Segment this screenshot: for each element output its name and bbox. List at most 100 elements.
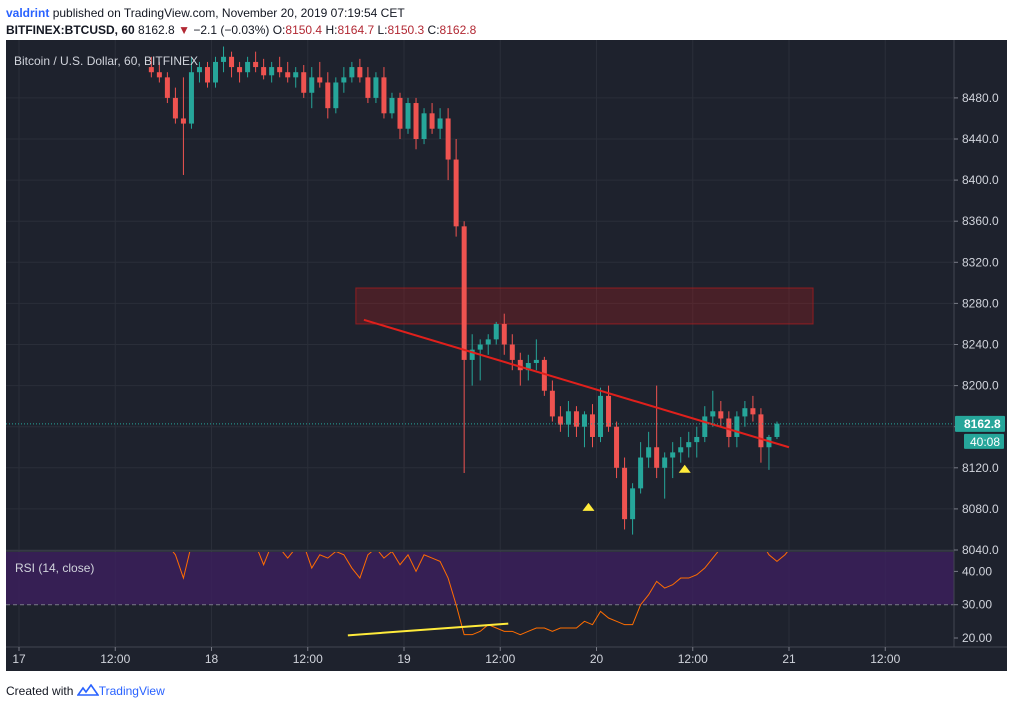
candle-body: [389, 97, 395, 114]
candle-up: [710, 390, 716, 427]
candle-body: [453, 159, 459, 227]
countdown-tag: 40:08: [964, 433, 1004, 449]
bullish-arrow-icon: [582, 502, 595, 511]
time-tick-label: 12:00: [870, 652, 900, 666]
candle-down: [301, 65, 307, 98]
symbol-name: BITFINEX:BTCUSD, 60: [6, 23, 135, 37]
candle-body: [349, 67, 355, 78]
candle-body: [397, 97, 403, 129]
candle-up: [437, 108, 443, 139]
candle-body: [606, 395, 612, 427]
low-value: 8150.3: [387, 23, 425, 37]
candle-down: [622, 457, 628, 530]
candle-body: [172, 97, 178, 119]
candle-body: [533, 359, 539, 363]
candle-up: [670, 442, 676, 479]
down-triangle-icon: ▼: [178, 23, 190, 37]
candle-down: [750, 395, 756, 422]
candle-body: [188, 72, 194, 124]
candle-down: [573, 406, 579, 437]
tradingview-link[interactable]: TradingView: [98, 684, 165, 698]
author-link[interactable]: valdrint: [6, 6, 50, 20]
candle-body: [726, 418, 732, 437]
candle-down: [541, 356, 547, 396]
candle-down: [261, 58, 267, 80]
candle-up: [373, 72, 379, 104]
candle-up: [269, 61, 275, 83]
candle-up: [630, 483, 636, 535]
candle-body: [718, 411, 724, 419]
candle-body: [469, 349, 475, 360]
candle-body: [309, 77, 315, 93]
candle-down: [614, 421, 620, 479]
candle-down: [365, 67, 371, 104]
countdown-box: [964, 433, 1004, 449]
candle-body: [638, 457, 644, 489]
price-tick-label: 8120.0: [962, 461, 999, 475]
candle-body: [301, 72, 307, 93]
candle-body: [694, 436, 700, 443]
candle-down: [453, 139, 459, 237]
candle-body: [156, 72, 162, 78]
candle-body: [229, 56, 235, 68]
time-axis: [6, 647, 1007, 671]
candle-body: [221, 56, 227, 62]
price-tick-label: 8040.0: [962, 543, 999, 557]
candle-up: [533, 339, 539, 371]
candle-body: [614, 426, 620, 468]
candle-body: [573, 411, 579, 427]
candle-down: [325, 72, 331, 119]
chart-title: Bitcoin / U.S. Dollar, 60, BITFINEX: [14, 54, 198, 68]
candle-body: [277, 67, 283, 73]
candle-down: [237, 61, 243, 83]
candle-down: [718, 401, 724, 427]
candle-down: [501, 313, 507, 355]
time-tick-label: 12:00: [100, 652, 130, 666]
candle-body: [630, 488, 636, 520]
candle-up: [581, 411, 587, 448]
candle-body: [541, 359, 547, 391]
chart-panel[interactable]: Bitcoin / U.S. Dollar, 60, BITFINEX RSI (…: [6, 40, 1007, 671]
candle-up: [341, 67, 347, 93]
created-with-text: Created with: [6, 684, 74, 698]
price-tick-label: 8240.0: [962, 338, 999, 352]
candle-up: [349, 61, 355, 83]
candle-down: [317, 61, 323, 88]
candle-body: [421, 113, 427, 139]
rsi-label: RSI (14, close): [15, 561, 94, 575]
candle-body: [293, 72, 299, 78]
close-value: 8162.8: [439, 23, 477, 37]
candle-body: [261, 67, 267, 76]
candle-body: [325, 82, 331, 109]
candle-body: [477, 344, 483, 350]
price-tick-label: 8320.0: [962, 255, 999, 269]
rsi-line: [172, 552, 788, 636]
candle-body: [622, 467, 628, 520]
candle-body: [670, 452, 676, 458]
rsi-tick-label: 20.00: [962, 631, 992, 645]
candle-down: [357, 58, 363, 83]
candle-down: [156, 61, 162, 83]
candle-up: [493, 321, 499, 345]
candle-up: [221, 46, 227, 73]
price-tick-label: 8400.0: [962, 173, 999, 187]
candle-body: [493, 323, 499, 340]
price-tick-label: 8080.0: [962, 502, 999, 516]
candle-body: [413, 103, 419, 139]
chart-canvas[interactable]: Bitcoin / U.S. Dollar, 60, BITFINEX RSI (…: [6, 40, 1007, 671]
candle-body: [654, 447, 660, 468]
candle-up: [646, 431, 652, 468]
price-tag-label: 8162.8: [964, 417, 1001, 431]
candle-body: [365, 77, 371, 98]
candle-body: [196, 67, 202, 73]
candle-up: [485, 334, 491, 355]
candle-body: [517, 359, 523, 371]
candle-body: [357, 67, 363, 78]
high-value: 8164.7: [337, 23, 375, 37]
candle-body: [253, 61, 259, 68]
time-tick-label: 19: [397, 652, 411, 666]
candle-down: [557, 406, 563, 432]
candle-body: [686, 442, 692, 448]
candle-down: [758, 408, 764, 463]
price-axis: [954, 40, 1007, 671]
